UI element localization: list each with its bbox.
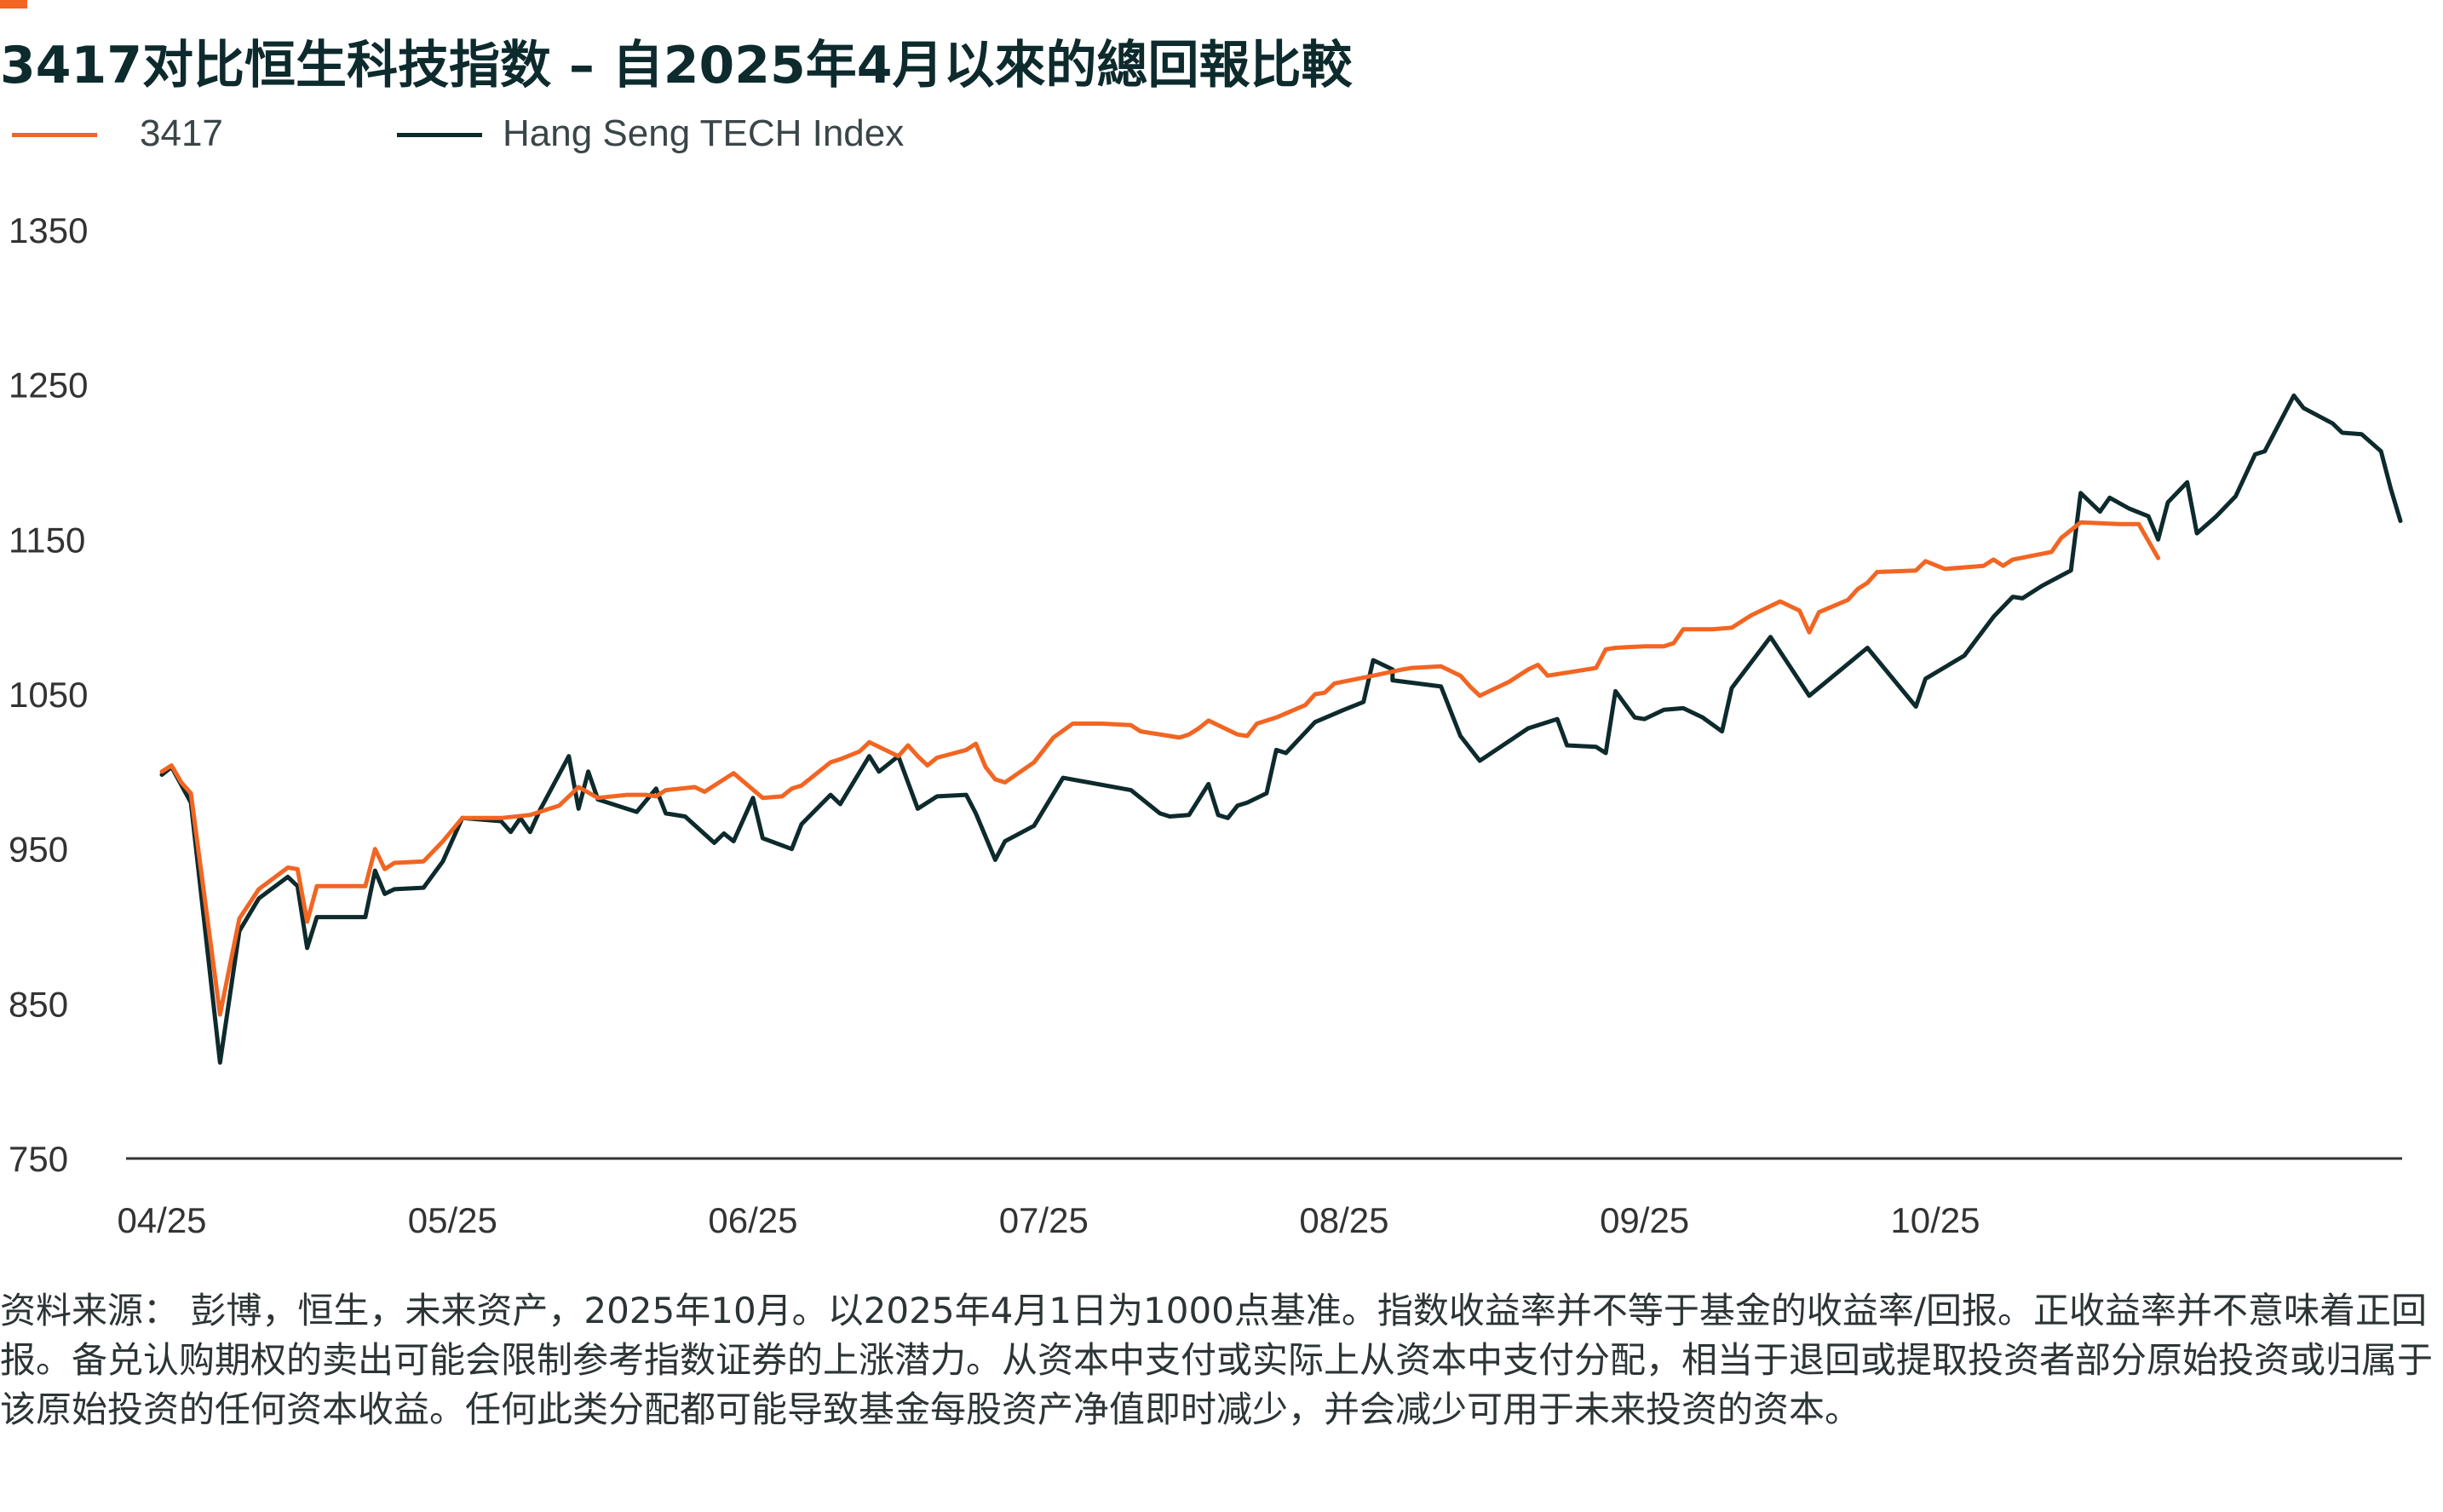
series-lines bbox=[159, 393, 2403, 1065]
chart-title: 3417对比恒生科技指数 – 自2025年4月以來的總回報比較 bbox=[0, 36, 1353, 95]
legend-label-3417: 3417 bbox=[140, 112, 223, 154]
y-tick-label: 1350 bbox=[9, 210, 88, 250]
y-tick-label: 1250 bbox=[9, 365, 88, 405]
y-tick-label: 950 bbox=[9, 830, 68, 870]
x-tick-label: 06/25 bbox=[708, 1200, 797, 1240]
legend-label-hstech: Hang Seng TECH Index bbox=[503, 112, 905, 154]
x-tick-label: 09/25 bbox=[1600, 1200, 1689, 1240]
x-tick-label: 10/25 bbox=[1890, 1200, 1980, 1240]
x-axis-ticks: 04/25 05/25 06/25 07/25 08/25 09/25 10/25 bbox=[117, 1200, 1980, 1240]
x-tick-label: 05/25 bbox=[408, 1200, 497, 1240]
x-tick-label: 07/25 bbox=[999, 1200, 1089, 1240]
legend-swatch-3417 bbox=[12, 133, 97, 137]
series-line-3417 bbox=[159, 520, 2161, 1017]
footnote: 资料来源： 彭博，恒生，未来资产，2025年10月。以2025年4月1日为100… bbox=[0, 1290, 2434, 1430]
y-tick-label: 750 bbox=[9, 1139, 68, 1179]
accent-bar bbox=[0, 0, 27, 9]
y-tick-label: 850 bbox=[9, 984, 68, 1024]
y-tick-label: 1050 bbox=[9, 675, 88, 715]
y-axis-ticks: 750 850 950 1050 1150 1250 1350 bbox=[9, 210, 88, 1179]
series-line-hang-seng-tech bbox=[159, 393, 2403, 1065]
legend-swatch-hstech bbox=[397, 133, 482, 137]
x-tick-label: 04/25 bbox=[117, 1200, 206, 1240]
line-chart: 750 850 950 1050 1150 1250 1350 04/25 05/25 06/2… bbox=[9, 210, 2403, 1240]
y-tick-label: 1150 bbox=[9, 520, 85, 560]
x-tick-label: 08/25 bbox=[1299, 1200, 1388, 1240]
